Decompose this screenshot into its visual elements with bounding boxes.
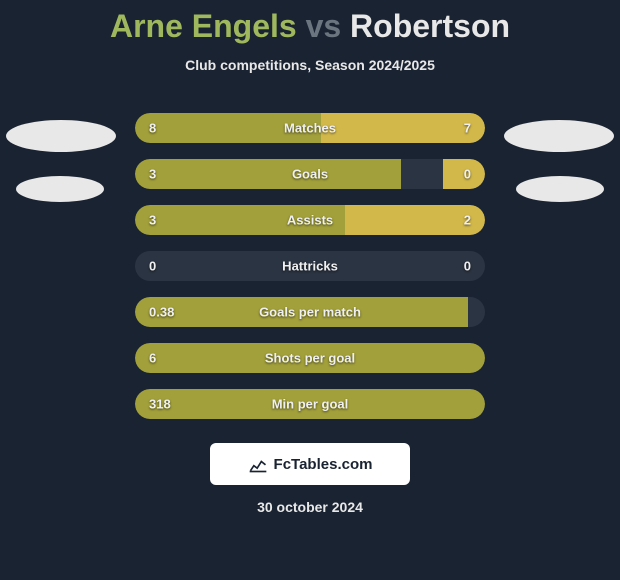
- stat-value-left: 318: [149, 397, 171, 412]
- player2-avatar-bottom: [516, 176, 604, 202]
- stat-value-right: 2: [464, 213, 471, 228]
- player2-name: Robertson: [350, 8, 510, 44]
- player1-avatar-bottom: [16, 176, 104, 202]
- watermark-text: FcTables.com: [274, 456, 373, 473]
- stat-label: Hattricks: [282, 259, 338, 274]
- stat-label: Goals: [292, 167, 328, 182]
- subtitle: Club competitions, Season 2024/2025: [185, 57, 435, 73]
- player1-avatar-top: [6, 120, 116, 152]
- stat-label: Min per goal: [272, 397, 349, 412]
- stat-row: 6 Shots per goal: [135, 343, 485, 373]
- stat-label: Shots per goal: [265, 351, 355, 366]
- stat-bar-left: [135, 159, 401, 189]
- watermark-badge: FcTables.com: [210, 443, 410, 485]
- stat-value-left: 3: [149, 213, 156, 228]
- player2-avatar-top: [504, 120, 614, 152]
- date-text: 30 october 2024: [257, 499, 363, 515]
- vs-separator: vs: [306, 8, 342, 44]
- stats-container: 8 7 Matches 3 0 Goals 3 2 Assists 0 0 Hattricks 0.38…: [0, 113, 620, 419]
- stat-row: 0 0 Hattricks: [135, 251, 485, 281]
- chart-icon: [248, 454, 268, 474]
- stat-value-left: 8: [149, 121, 156, 136]
- stat-label: Matches: [284, 121, 336, 136]
- page-title: Arne Engels vs Robertson: [110, 8, 510, 45]
- stat-row: 318 Min per goal: [135, 389, 485, 419]
- stat-value-left: 3: [149, 167, 156, 182]
- stat-row: 8 7 Matches: [135, 113, 485, 143]
- stat-value-right: 0: [464, 259, 471, 274]
- stat-value-right: 0: [464, 167, 471, 182]
- player1-name: Arne Engels: [110, 8, 297, 44]
- stat-row: 0.38 Goals per match: [135, 297, 485, 327]
- stat-bar-right: [321, 113, 486, 143]
- stat-row: 3 2 Assists: [135, 205, 485, 235]
- stat-label: Goals per match: [259, 305, 361, 320]
- stat-value-left: 6: [149, 351, 156, 366]
- stat-value-right: 7: [464, 121, 471, 136]
- stat-value-left: 0: [149, 259, 156, 274]
- stat-label: Assists: [287, 213, 333, 228]
- stat-value-left: 0.38: [149, 305, 174, 320]
- stat-row: 3 0 Goals: [135, 159, 485, 189]
